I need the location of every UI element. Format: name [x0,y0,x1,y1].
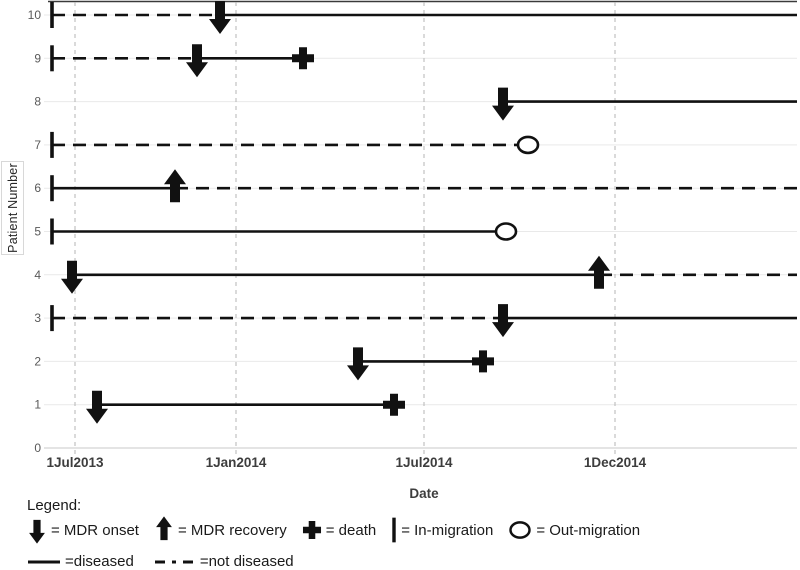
death-icon [302,520,321,540]
svg-text:10: 10 [28,8,42,22]
legend-item-not-diseased: =not diseased [154,553,294,570]
legend: Legend: = MDR onset = MDR recovery = dea… [27,497,640,570]
dashed-line-icon [154,560,195,563]
legend-item-death: = death [302,520,376,540]
legend-item-mdr-recovery: = MDR recovery [154,516,287,544]
svg-text:8: 8 [34,95,41,109]
mdr-onset-icon [29,519,45,544]
svg-text:9: 9 [34,51,41,65]
legend-marker-row: = MDR onset = MDR recovery = death = In-… [27,515,640,545]
svg-text:4: 4 [34,268,41,282]
out-migration-icon [509,521,532,539]
x-axis-title: Date [409,486,439,501]
legend-item-label: = MDR recovery [177,521,287,539]
legend-item-diseased: =diseased [27,553,134,570]
mdr-recovery-icon [156,516,172,541]
svg-text:6: 6 [34,181,41,195]
patient-timeline-chart: 0 1 2 3 4 5 6 7 8 9 10 1Jul2013 1Jan2014 1Jul2014 1Dec… [28,0,797,470]
svg-text:7: 7 [34,138,41,152]
legend-title: Legend: [27,497,82,514]
legend-item-in-migration: = In-migration [391,517,493,543]
y-axis-title: Patient Number [5,163,20,253]
legend-item-label: = MDR onset [51,521,139,539]
svg-text:5: 5 [34,225,41,239]
svg-text:1Jul2014: 1Jul2014 [395,455,453,470]
legend-item-label: = In-migration [401,521,494,539]
solid-line-icon [28,560,60,563]
svg-text:3: 3 [34,311,41,325]
in-migration-icon [392,517,396,543]
svg-text:1Jan2014: 1Jan2014 [206,455,267,470]
svg-text:1Dec2014: 1Dec2014 [584,455,647,470]
svg-text:1Jul2013: 1Jul2013 [46,455,104,470]
svg-text:1: 1 [34,398,41,412]
legend-item-label: = death [325,521,377,539]
legend-linestyle-row: =diseased =not diseased [27,553,640,570]
legend-item-label: =not diseased [199,553,294,570]
y-axis-title-box: Patient Number [1,161,24,255]
svg-text:0: 0 [34,441,41,455]
legend-item-label: = Out-migration [536,521,641,539]
legend-item-label: =diseased [65,553,134,570]
legend-item-mdr-onset: = MDR onset [27,516,139,544]
svg-text:2: 2 [34,354,41,368]
legend-item-out-migration: = Out-migration [508,520,640,540]
